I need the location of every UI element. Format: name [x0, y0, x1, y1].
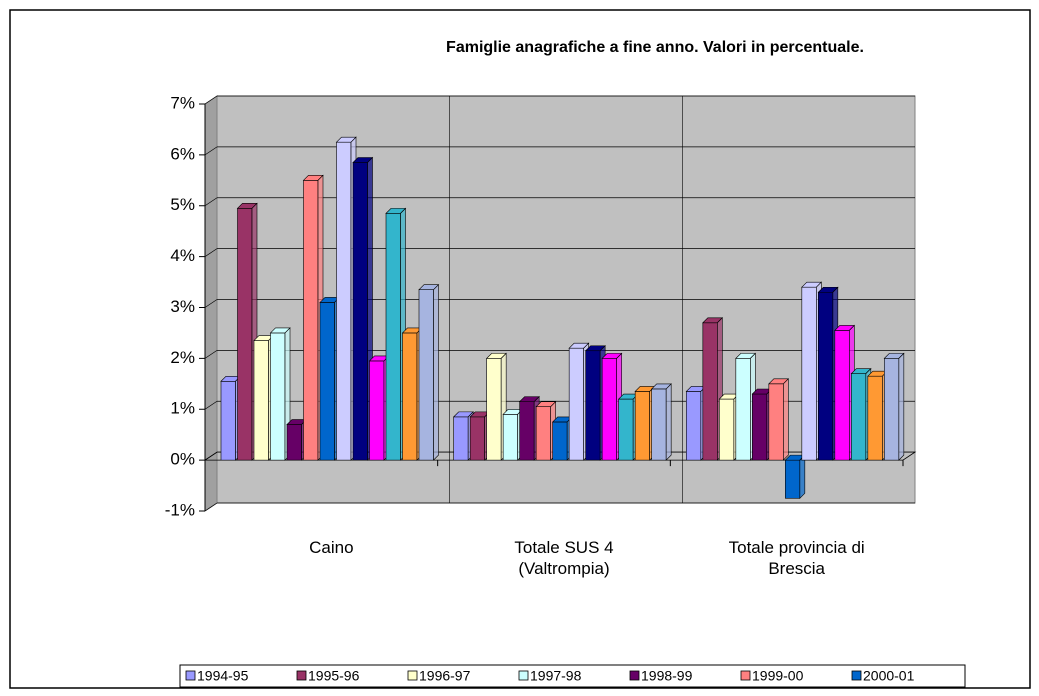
- bar-side: [799, 454, 806, 500]
- bar: [552, 421, 568, 461]
- legend-box: [179, 664, 966, 688]
- legend-swatch: [740, 670, 751, 681]
- bar-side: [783, 378, 789, 461]
- bar: [418, 289, 434, 461]
- legend-label: 1994-95: [197, 668, 249, 684]
- grid-line-side: [204, 146, 218, 156]
- bar: [237, 207, 253, 461]
- bar-side: [433, 283, 439, 461]
- y-tick-label: -1%: [165, 500, 195, 519]
- bar: [818, 291, 834, 461]
- legend-label: 1996-97: [419, 668, 471, 684]
- bar: [601, 358, 617, 461]
- grid-line-side: [204, 299, 218, 308]
- bar: [801, 286, 817, 461]
- grid-line-side: [204, 400, 218, 410]
- legend-label: 1998-99: [641, 668, 693, 684]
- bar: [585, 350, 601, 461]
- grid-line-side: [204, 502, 218, 512]
- bar: [651, 388, 667, 461]
- bar: [469, 416, 485, 461]
- bar: [319, 302, 335, 461]
- grid-line-side: [204, 95, 218, 105]
- bar: [686, 391, 702, 461]
- bar: [535, 406, 551, 461]
- bar: [502, 414, 518, 461]
- bar: [253, 340, 269, 461]
- y-tick-label: 1%: [170, 399, 195, 418]
- bar: [618, 398, 634, 461]
- legend-swatch: [851, 670, 862, 681]
- y-tick-label: 5%: [170, 195, 195, 214]
- bar: [884, 358, 900, 461]
- bar-side: [665, 383, 672, 461]
- y-tick-label: 0%: [170, 450, 195, 469]
- bar: [303, 180, 319, 461]
- bar: [336, 141, 352, 461]
- legend-swatch: [407, 670, 418, 681]
- bar: [768, 383, 784, 461]
- y-tick-label: 4%: [170, 246, 195, 265]
- bar: [352, 162, 368, 461]
- y-tick-label: 3%: [170, 297, 195, 316]
- bar: [735, 358, 751, 461]
- grid-line-side: [204, 350, 218, 359]
- bar: [220, 380, 236, 461]
- bar: [634, 391, 650, 461]
- bar: [834, 330, 850, 461]
- bar: [851, 373, 867, 461]
- y-tick-label: 2%: [170, 348, 195, 367]
- legend-label: 1997-98: [530, 668, 582, 684]
- x-tick-label: Caino: [309, 538, 354, 557]
- legend-label: 2000-01: [863, 668, 915, 684]
- bar: [270, 332, 286, 461]
- bar: [867, 375, 883, 461]
- y-tick-label: 6%: [170, 144, 195, 163]
- bar-side: [898, 352, 905, 461]
- bar: [719, 398, 735, 461]
- bar: [385, 213, 401, 461]
- bar: [702, 322, 718, 461]
- x-tick-label: Totale SUS 4 (Valtrompia): [514, 538, 614, 578]
- bar: [568, 347, 584, 461]
- bar: [286, 424, 302, 461]
- bar: [402, 332, 418, 461]
- grid-line-side: [204, 197, 218, 207]
- bar: [752, 393, 768, 461]
- legend-label: 1995-96: [308, 668, 360, 684]
- x-tick-label: Totale provincia di Brescia: [728, 538, 865, 578]
- bar: [519, 401, 535, 461]
- y-tick-label: 7%: [170, 93, 195, 112]
- bar: [785, 459, 801, 499]
- legend-swatch: [185, 670, 196, 681]
- legend-label: 1999-00: [752, 668, 804, 684]
- legend-swatch: [518, 670, 529, 681]
- bar: [369, 360, 385, 461]
- legend-swatch: [629, 670, 640, 681]
- grid-line-side: [204, 248, 218, 257]
- legend-swatch: [296, 670, 307, 681]
- bar: [453, 416, 469, 461]
- bar: [486, 358, 502, 461]
- chart-title: Famiglie anagrafiche a fine anno. Valori…: [446, 39, 864, 56]
